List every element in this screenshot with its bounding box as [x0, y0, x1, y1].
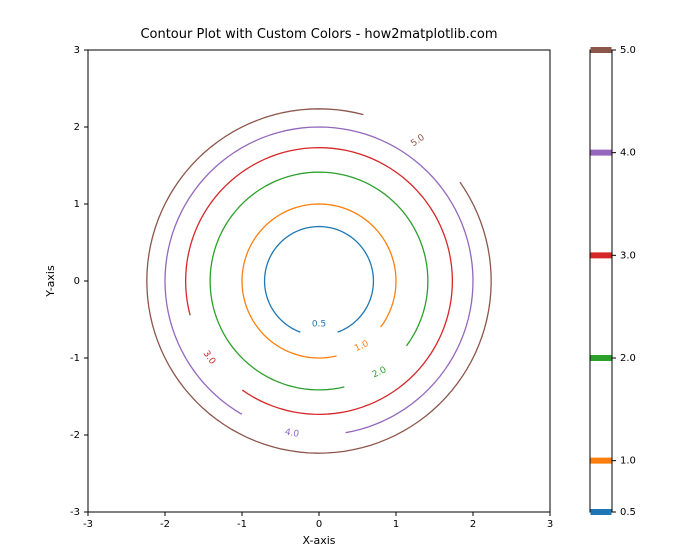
- chart-title: Contour Plot with Custom Colors - how2ma…: [140, 27, 497, 42]
- figure: -3 -2 -1 0 1 2 3 -3 -2 -1 0 1 2 3 X-axis Y-axis Contour …: [0, 0, 700, 560]
- axes-frame: [88, 50, 550, 512]
- y-tick-label: 0: [74, 276, 80, 287]
- x-tick-label: -1: [237, 519, 247, 530]
- y-tick-label: 3: [74, 45, 80, 56]
- contour-level: [186, 148, 453, 415]
- colorbar-tick-label: 5.0: [620, 45, 636, 56]
- colorbar-tick-label: 0.5: [620, 507, 636, 518]
- y-tick-label: -1: [70, 353, 80, 364]
- contour-label: 0.5: [312, 319, 326, 329]
- contour-label: 1.0: [353, 339, 370, 354]
- x-tick-label: -2: [160, 519, 170, 530]
- x-tick-label: 0: [316, 519, 322, 530]
- colorbar-frame: [590, 50, 612, 512]
- x-tick-label: 2: [470, 519, 476, 530]
- y-tick-label: -2: [70, 430, 80, 441]
- contour-level: [165, 127, 473, 433]
- colorbar-tick-label: 4.0: [620, 148, 636, 159]
- y-axis-label: Y-axis: [44, 265, 57, 298]
- contour-level: [265, 227, 374, 333]
- x-tick-label: 1: [393, 519, 399, 530]
- x-tick-label: 3: [547, 519, 553, 530]
- contour-label: 2.0: [371, 365, 388, 380]
- colorbar-tick-label: 1.0: [620, 456, 636, 467]
- contour-label: 3.0: [201, 349, 218, 367]
- contour-level: [147, 109, 491, 453]
- colorbar-tick-label: 3.0: [620, 250, 636, 261]
- y-tick-label: 2: [74, 122, 80, 133]
- x-axis-label: X-axis: [303, 534, 336, 547]
- colorbar-tick-label: 2.0: [620, 353, 636, 364]
- y-tick-label: -3: [70, 507, 80, 518]
- contour-label: 4.0: [284, 428, 300, 440]
- contour-level: [210, 172, 428, 390]
- chart-svg: -3 -2 -1 0 1 2 3 -3 -2 -1 0 1 2 3 X-axis Y-axis Contour …: [0, 0, 700, 560]
- contour-label: 5.0: [409, 133, 427, 150]
- x-tick-label: -3: [83, 519, 93, 530]
- y-tick-label: 1: [74, 199, 80, 210]
